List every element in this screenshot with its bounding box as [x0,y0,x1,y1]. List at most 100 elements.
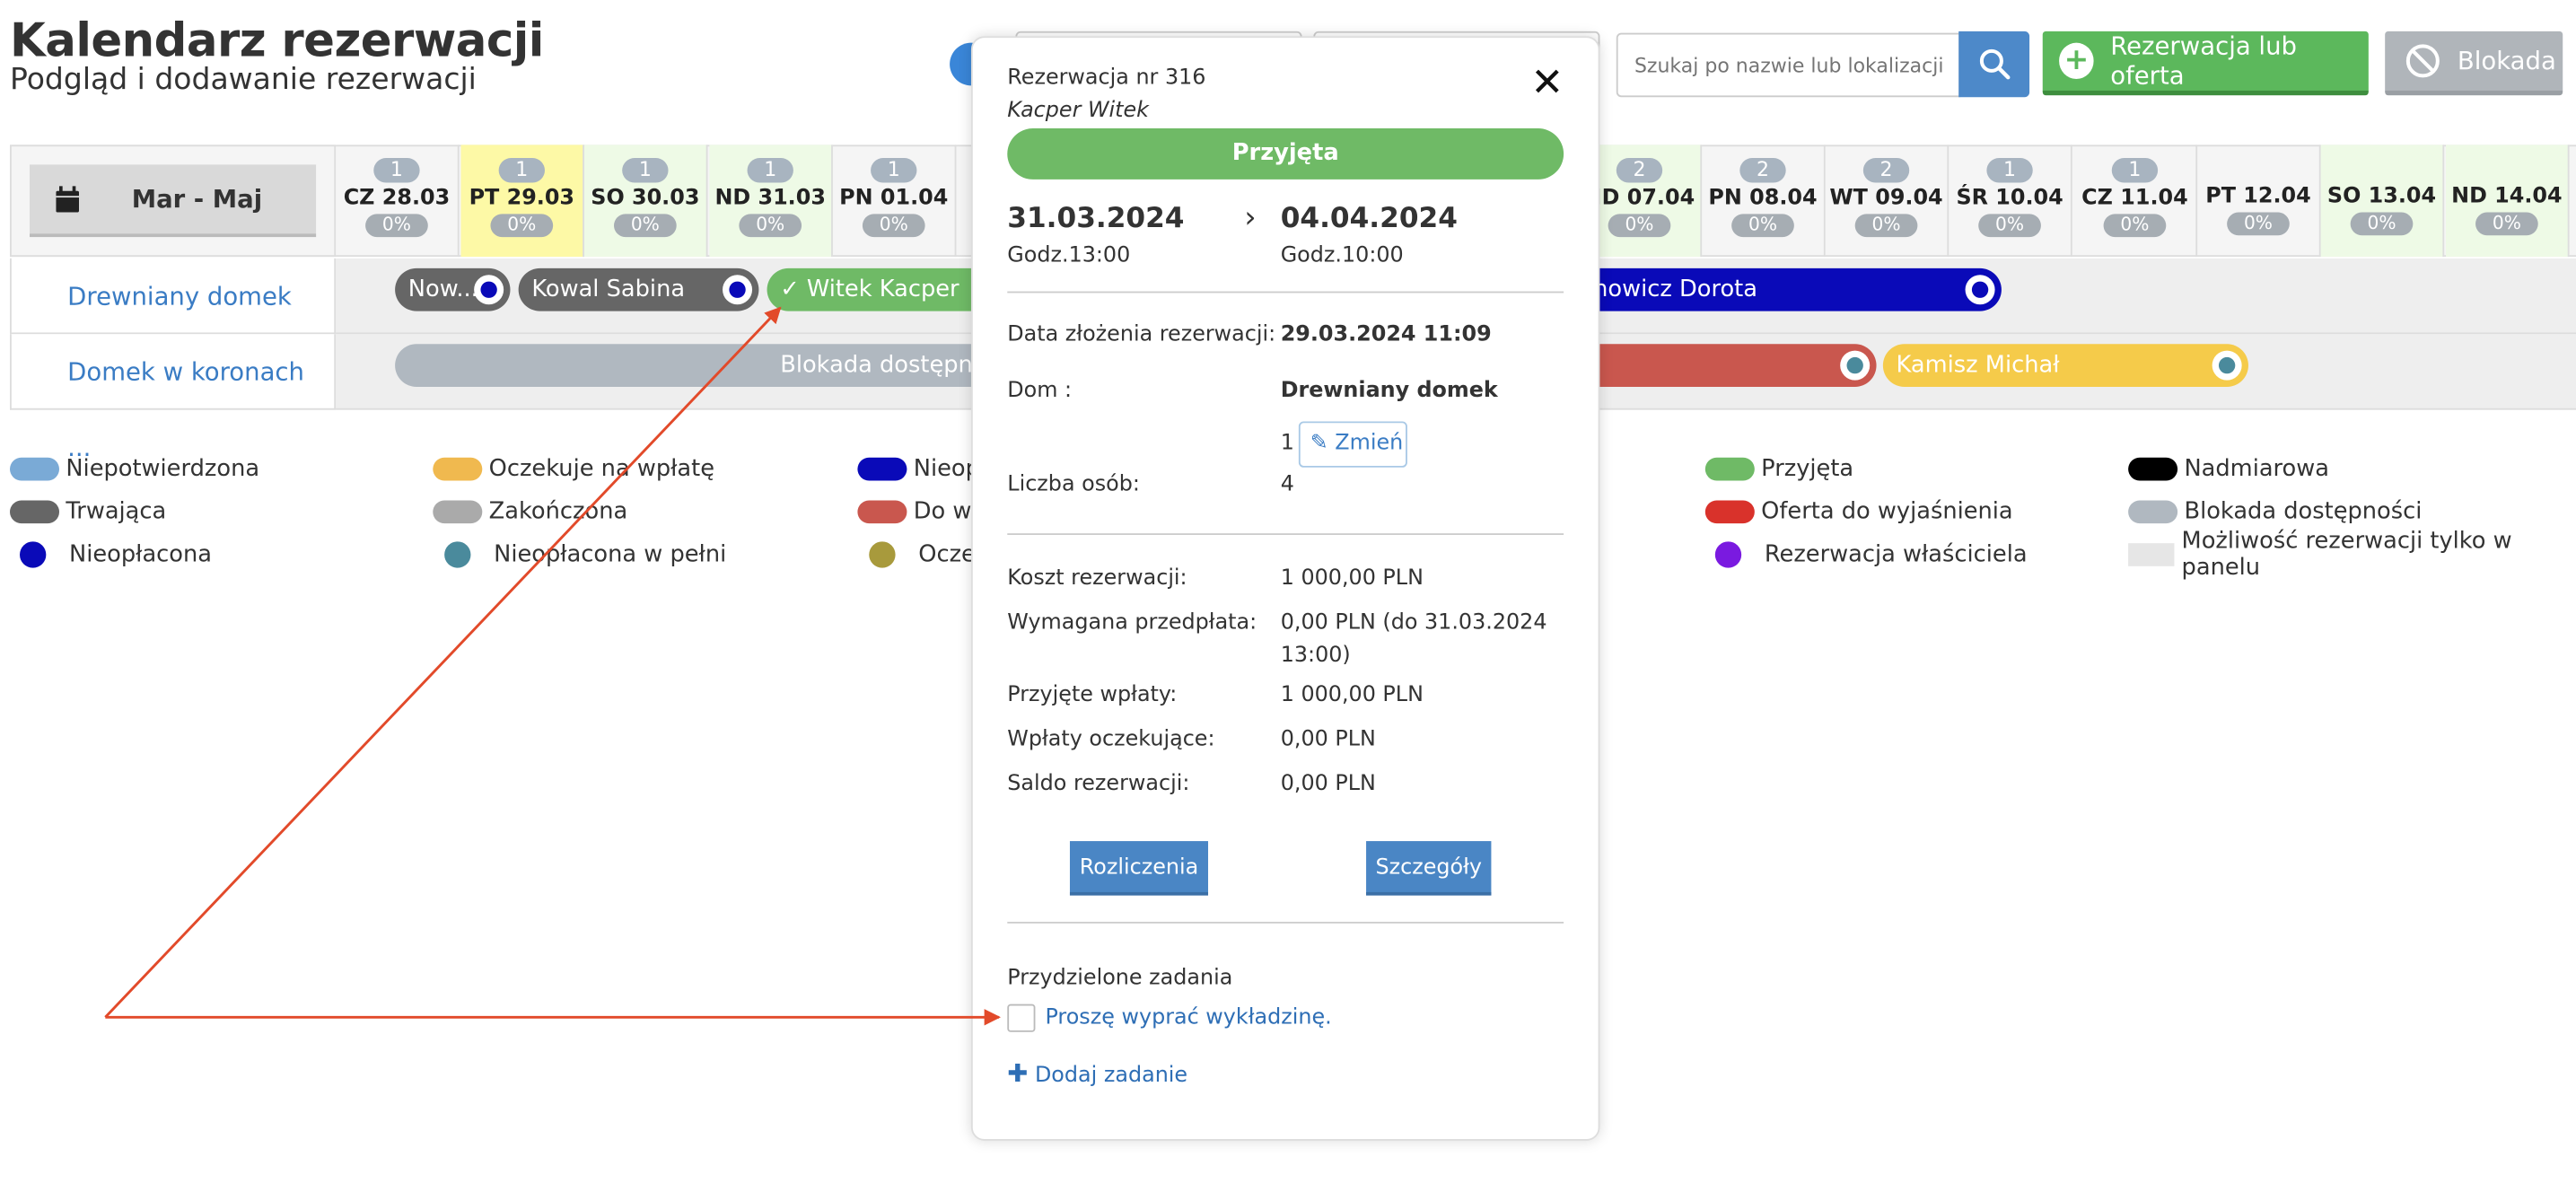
payment-status-dot [2212,350,2242,381]
day-occupancy: 0% [1731,214,1794,238]
block-icon [2405,44,2440,78]
close-icon[interactable]: ✕ [1530,59,1564,106]
day-column[interactable]: 1 PN 01.04 0% [833,145,957,258]
add-task-link[interactable]: ✚ Dodaj zadanie [1007,1058,1187,1088]
day-occupancy: 0% [2103,214,2167,238]
task-checkbox[interactable] [1007,1004,1036,1032]
day-column[interactable]: SO 13.04 0% [2320,145,2445,258]
created-value: 29.03.2024 11:09 [1280,322,1492,347]
pending-value: 0,00 PLN [1280,727,1376,753]
prepay-value-cont: 13:00) [1280,644,1351,669]
search-input[interactable] [1616,32,1961,98]
legend-item: Nieopłacona w pełni [431,539,726,572]
room-name-link[interactable]: Domek w koronach ... [10,334,337,462]
day-column[interactable]: 1 ND 31.03 0% [709,145,833,258]
add-reservation-button[interactable]: + Rezerwacja lub oferta [2042,31,2369,96]
month-range-label: Mar - Maj [131,184,263,215]
day-label: WT 09.04 [1829,186,1943,211]
search-icon [1978,48,2010,80]
prepay-value: 0,00 PLN (do 31.03.2024 [1280,610,1547,635]
details-button[interactable]: Szczegóły [1366,841,1492,896]
day-label: SO 13.04 [2326,184,2437,209]
day-column[interactable]: 1 CZ 11.04 0% [2074,145,2198,258]
day-occupancy: 0% [614,214,677,238]
cost-value: 1 000,00 PLN [1280,565,1424,592]
day-count-badge: 1 [498,158,545,183]
plus-icon: ✚ [1007,1058,1029,1089]
legend-swatch [433,500,483,524]
guest-name: Kacper Witek [1007,99,1149,124]
booking-label: Kamisz Michał [1896,352,2060,379]
legend-item: Zakończona [433,495,627,529]
search-button[interactable] [1958,31,2030,98]
booking-bar[interactable]: howicz Dorota [1580,267,2002,311]
day-label: ND 31.03 [714,186,826,211]
availability-block-bar[interactable]: Blokada dostępności [395,344,988,387]
legend-label: Przyjęta [1761,455,1854,483]
day-label: PN 08.04 [1708,186,1818,211]
day-count-badge: 1 [747,158,793,183]
persons-value: 4 [1280,472,1294,497]
day-column[interactable]: ND 14.04 0% [2446,145,2570,258]
booking-label: Kowal Sabina [531,276,686,303]
day-occupancy: 0% [2227,212,2290,236]
divider [1007,291,1564,294]
booking-bar[interactable] [1580,344,1877,387]
month-range-button[interactable]: Mar - Maj [30,164,317,238]
pending-label: Wpłaty oczekujące: [1007,727,1215,753]
payment-status-dot [474,275,504,305]
add-reservation-label: Rezerwacja lub oferta [2110,31,2297,91]
add-task-label: Dodaj zadanie [1034,1063,1188,1089]
day-label: CZ 28.03 [343,186,451,211]
legend-item: Oczekuje na wpłatę [433,452,714,486]
booking-label: Blokada dostępności [780,352,987,379]
legend-label: Blokada dostępności [2184,498,2423,525]
day-column[interactable]: PT 12.04 0% [2197,145,2321,258]
legend-swatch [1704,500,1755,524]
day-column[interactable]: 2 PN 08.04 0% [1702,145,1826,258]
payment-status-dot [1840,350,1871,381]
house-label: Dom : [1007,378,1073,404]
time-to: Godz.10:00 [1280,243,1404,268]
legend-dot [444,541,471,568]
day-count-badge: 1 [373,158,420,183]
legend-swatch [10,457,60,481]
divider [1007,533,1564,535]
plus-icon: + [2059,42,2094,80]
legend-swatch [1704,457,1755,481]
day-occupancy: 0% [862,214,925,238]
day-occupancy: 0% [1608,214,1671,238]
day-column[interactable]: 1 SO 30.03 0% [583,145,708,258]
balance-label: Saldo rezerwacji: [1007,772,1190,797]
reservation-number: Rezerwacja nr 316 [1007,66,1206,91]
pencil-icon: ✎ [1310,431,1328,456]
booking-bar[interactable]: Now... [395,267,511,311]
page-title: Kalendarz rezerwacji [10,13,544,68]
legend-item: Oferta do wyjaśnienia [1704,495,2013,529]
day-label: PN 01.04 [839,186,949,211]
cost-label: Koszt rezerwacji: [1007,565,1187,592]
change-label: Zmień [1335,431,1404,456]
legend-swatch [433,457,483,481]
day-occupancy: 0% [739,214,802,238]
task-item[interactable]: Proszę wyprać wykładzinę. [1045,1005,1332,1030]
settlements-button[interactable]: Rozliczenia [1069,841,1209,896]
change-house-button[interactable]: ✎ Zmień [1298,421,1407,468]
booking-bar[interactable]: Kamisz Michał [1882,344,2248,387]
day-column[interactable]: 1 ŚR 10.04 0% [1949,145,2072,258]
day-occupancy: 0% [365,214,428,238]
legend-label: Oferta do wyjaśnienia [1761,498,2013,525]
day-column[interactable]: 1 PT 29.03 0% [460,145,584,258]
day-column[interactable]: 1 CZ 28.03 0% [336,145,460,258]
day-count-badge: 1 [622,158,669,183]
legend-swatch [857,500,907,524]
day-count-badge: 1 [871,158,917,183]
booking-bar[interactable]: Kowal Sabina [518,267,759,311]
house-quantity: 1 [1280,431,1294,456]
room-name-link[interactable]: Drewniany domek [10,258,337,335]
day-column[interactable]: 2 WT 09.04 0% [1826,145,1950,258]
legend-swatch [857,457,907,481]
legend-label: Zakończona [488,498,628,525]
booking-bar-selected[interactable]: ✓ Witek Kacper [767,267,981,311]
block-button[interactable]: Blokada [2385,31,2563,96]
